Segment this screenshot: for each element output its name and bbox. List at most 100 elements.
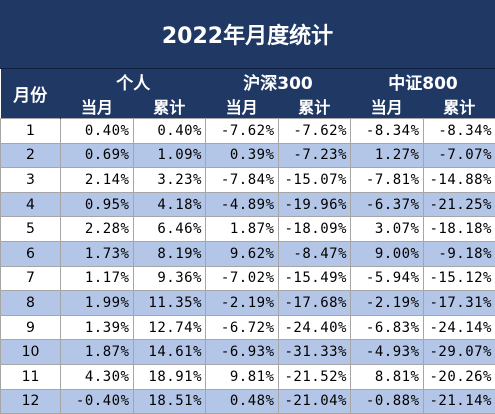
personal-cumulative-cell: 11.35%: [133, 291, 206, 316]
personal-monthly-cell: 1.39%: [61, 315, 134, 340]
zz800-monthly-cell: 9.00%: [351, 241, 424, 266]
zz800-cumulative-cell: -24.14%: [423, 315, 495, 340]
zz800-monthly-cell: -5.94%: [351, 266, 424, 291]
personal-cumulative-cell: 6.46%: [133, 217, 206, 242]
header-sub-monthly: 当月: [206, 94, 279, 119]
month-cell: 4: [1, 192, 61, 217]
header-group-hs300: 沪深300: [206, 69, 351, 94]
personal-cumulative-cell: 1.09%: [133, 143, 206, 168]
hs300-monthly-cell: -4.89%: [206, 192, 279, 217]
personal-monthly-cell: 2.28%: [61, 217, 134, 242]
personal-monthly-cell: -0.40%: [61, 389, 134, 414]
month-cell: 11: [1, 364, 61, 389]
month-cell: 8: [1, 291, 61, 316]
personal-cumulative-cell: 18.91%: [133, 364, 206, 389]
personal-cumulative-cell: 9.36%: [133, 266, 206, 291]
personal-monthly-cell: 0.69%: [61, 143, 134, 168]
header-sub-monthly: 当月: [351, 94, 424, 119]
page-title: 2022年月度统计: [0, 0, 495, 69]
hs300-monthly-cell: -6.72%: [206, 315, 279, 340]
hs300-cumulative-cell: -24.40%: [278, 315, 351, 340]
hs300-cumulative-cell: -21.52%: [278, 364, 351, 389]
personal-cumulative-cell: 18.51%: [133, 389, 206, 414]
zz800-cumulative-cell: -15.12%: [423, 266, 495, 291]
month-cell: 12: [1, 389, 61, 414]
zz800-cumulative-cell: -8.34%: [423, 119, 495, 144]
personal-monthly-cell: 1.17%: [61, 266, 134, 291]
personal-cumulative-cell: 12.74%: [133, 315, 206, 340]
zz800-monthly-cell: -6.37%: [351, 192, 424, 217]
hs300-cumulative-cell: -8.47%: [278, 241, 351, 266]
month-cell: 9: [1, 315, 61, 340]
hs300-cumulative-cell: -15.49%: [278, 266, 351, 291]
personal-cumulative-cell: 14.61%: [133, 340, 206, 365]
zz800-monthly-cell: -6.83%: [351, 315, 424, 340]
zz800-monthly-cell: -8.34%: [351, 119, 424, 144]
personal-monthly-cell: 1.73%: [61, 241, 134, 266]
hs300-monthly-cell: -6.93%: [206, 340, 279, 365]
zz800-cumulative-cell: -21.25%: [423, 192, 495, 217]
personal-monthly-cell: 1.87%: [61, 340, 134, 365]
hs300-monthly-cell: 9.62%: [206, 241, 279, 266]
zz800-cumulative-cell: -29.07%: [423, 340, 495, 365]
personal-monthly-cell: 4.30%: [61, 364, 134, 389]
zz800-monthly-cell: -4.93%: [351, 340, 424, 365]
hs300-monthly-cell: 9.81%: [206, 364, 279, 389]
hs300-cumulative-cell: -17.68%: [278, 291, 351, 316]
personal-monthly-cell: 2.14%: [61, 168, 134, 193]
header-sub-cumulative: 累计: [278, 94, 351, 119]
personal-cumulative-cell: 3.23%: [133, 168, 206, 193]
personal-cumulative-cell: 0.40%: [133, 119, 206, 144]
month-cell: 5: [1, 217, 61, 242]
zz800-monthly-cell: -0.88%: [351, 389, 424, 414]
month-cell: 3: [1, 168, 61, 193]
hs300-monthly-cell: -2.19%: [206, 291, 279, 316]
personal-monthly-cell: 0.95%: [61, 192, 134, 217]
hs300-cumulative-cell: -15.07%: [278, 168, 351, 193]
hs300-cumulative-cell: -18.09%: [278, 217, 351, 242]
hs300-cumulative-cell: -19.96%: [278, 192, 351, 217]
table-header: 月份 个人 沪深300 中证800 当月 累计 当月 累计 当月 累计: [1, 69, 495, 119]
hs300-cumulative-cell: -21.04%: [278, 389, 351, 414]
hs300-monthly-cell: 0.48%: [206, 389, 279, 414]
hs300-cumulative-cell: -31.33%: [278, 340, 351, 365]
header-group-personal: 个人: [61, 69, 206, 94]
hs300-cumulative-cell: -7.62%: [278, 119, 351, 144]
header-sub-monthly: 当月: [61, 94, 134, 119]
personal-monthly-cell: 1.99%: [61, 291, 134, 316]
personal-monthly-cell: 0.40%: [61, 119, 134, 144]
zz800-monthly-cell: -2.19%: [351, 291, 424, 316]
zz800-cumulative-cell: -7.07%: [423, 143, 495, 168]
zz800-monthly-cell: 3.07%: [351, 217, 424, 242]
month-cell: 10: [1, 340, 61, 365]
personal-cumulative-cell: 4.18%: [133, 192, 206, 217]
hs300-cumulative-cell: -7.23%: [278, 143, 351, 168]
zz800-cumulative-cell: -17.31%: [423, 291, 495, 316]
hs300-monthly-cell: -7.62%: [206, 119, 279, 144]
header-group-zz800: 中证800: [351, 69, 495, 94]
hs300-monthly-cell: 0.39%: [206, 143, 279, 168]
zz800-monthly-cell: -7.81%: [351, 168, 424, 193]
zz800-cumulative-cell: -18.18%: [423, 217, 495, 242]
month-cell: 2: [1, 143, 61, 168]
hs300-monthly-cell: -7.02%: [206, 266, 279, 291]
zz800-monthly-cell: 1.27%: [351, 143, 424, 168]
hs300-monthly-cell: 1.87%: [206, 217, 279, 242]
zz800-cumulative-cell: -9.18%: [423, 241, 495, 266]
zz800-cumulative-cell: -21.14%: [423, 389, 495, 414]
month-cell: 7: [1, 266, 61, 291]
personal-cumulative-cell: 8.19%: [133, 241, 206, 266]
